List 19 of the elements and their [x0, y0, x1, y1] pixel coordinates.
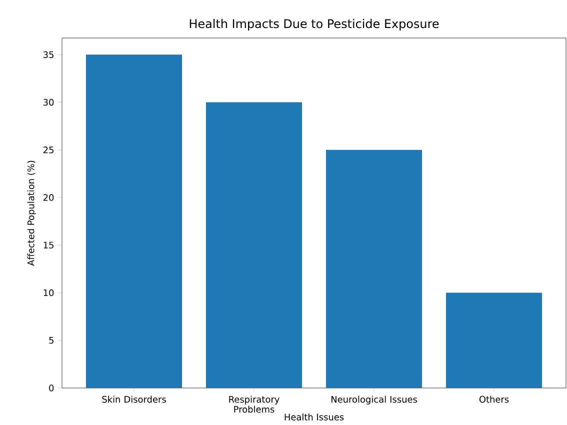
y-axis-title: Affected Population (%) [27, 160, 36, 266]
x-tick-label: Neurological Issues [331, 396, 417, 404]
chart-title: Health Impacts Due to Pesticide Exposure [190, 18, 439, 30]
y-tick-label: 15 [44, 242, 54, 248]
y-tick-label: 25 [43, 146, 54, 154]
x-tick-label: Skin Disorders [102, 396, 166, 403]
y-tick-label: 10 [44, 289, 54, 296]
bar [326, 150, 422, 388]
x-tick-label: Others [479, 396, 509, 403]
y-tick-label: 30 [44, 98, 54, 106]
bar [206, 102, 302, 388]
x-axis-title: Health Issues [284, 414, 344, 420]
y-tick-label: 5 [49, 337, 54, 344]
y-tick-label: 20 [43, 194, 54, 201]
bar [446, 292, 542, 388]
x-tick-label: Respiratory Problems [229, 396, 280, 413]
bar [86, 54, 182, 388]
y-tick-label: 35 [44, 51, 54, 58]
y-tick-label: 0 [49, 384, 54, 392]
